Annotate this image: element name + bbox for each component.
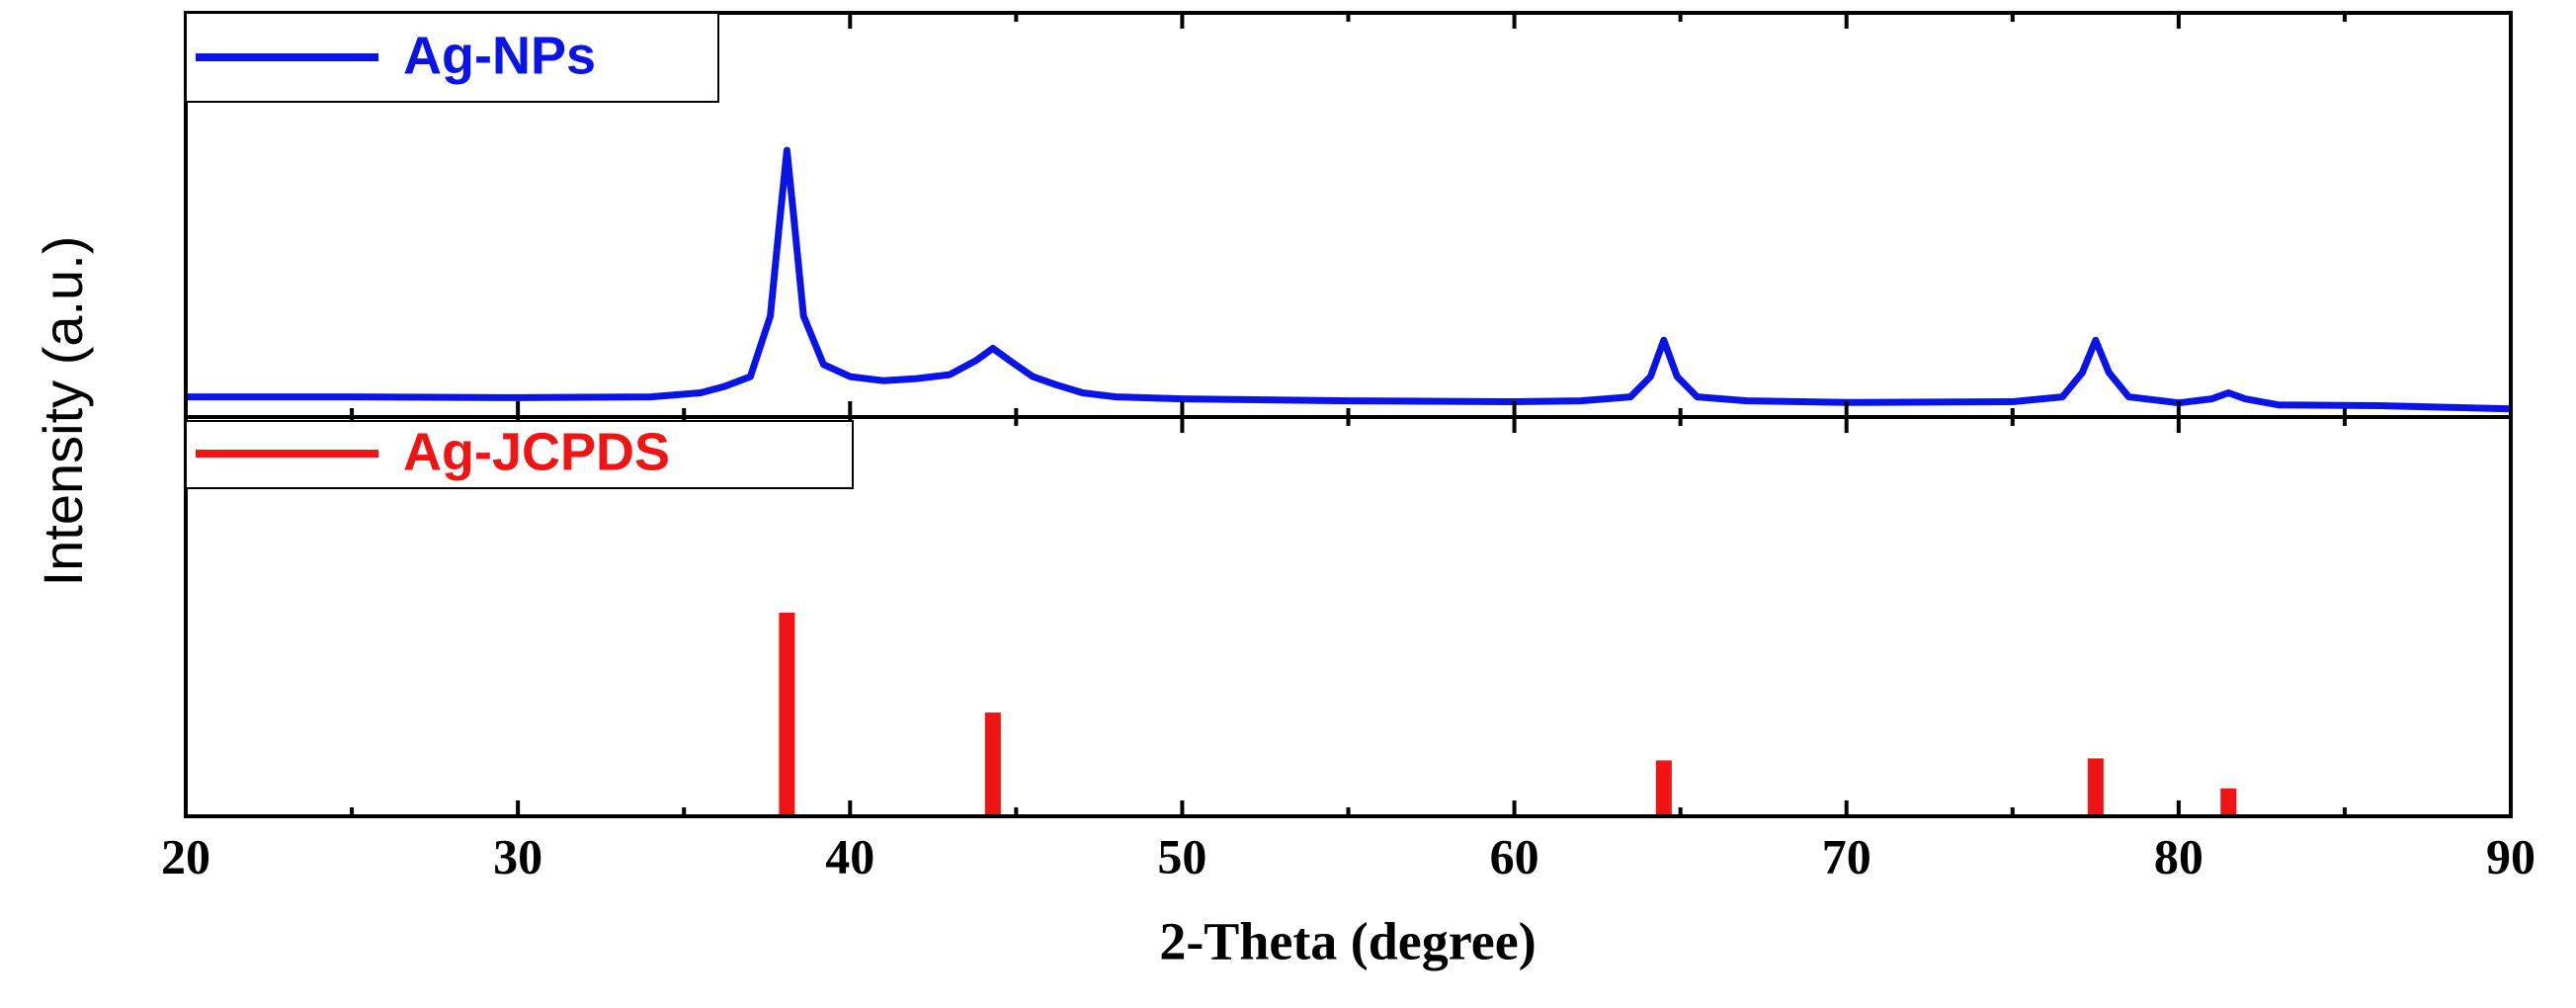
x-tick-label: 80 bbox=[2154, 828, 2203, 883]
stick-bar bbox=[1655, 760, 1672, 816]
x-tick-label: 20 bbox=[161, 828, 210, 883]
panel-frame bbox=[184, 415, 2513, 818]
legend-label: Ag-NPs bbox=[403, 26, 596, 85]
x-tick-label: 70 bbox=[1822, 828, 1871, 883]
x-tick-label: 90 bbox=[2486, 828, 2535, 883]
x-tick-label: 40 bbox=[825, 828, 874, 883]
stick-bar bbox=[779, 612, 795, 816]
stick-bar bbox=[2220, 788, 2237, 816]
data-line bbox=[186, 146, 2512, 413]
x-axis-label: 2-Theta (degree) bbox=[1159, 911, 1536, 970]
x-tick-label: 50 bbox=[1157, 828, 1206, 883]
stick-bar bbox=[2087, 758, 2104, 816]
y-axis-label: Intensity (a.u.) bbox=[32, 236, 94, 587]
legend-label: Ag-JCPDS bbox=[403, 422, 670, 481]
stick-bar bbox=[984, 712, 1001, 816]
x-tick-label: 30 bbox=[493, 828, 542, 883]
x-tick-label: 60 bbox=[1490, 828, 1539, 883]
